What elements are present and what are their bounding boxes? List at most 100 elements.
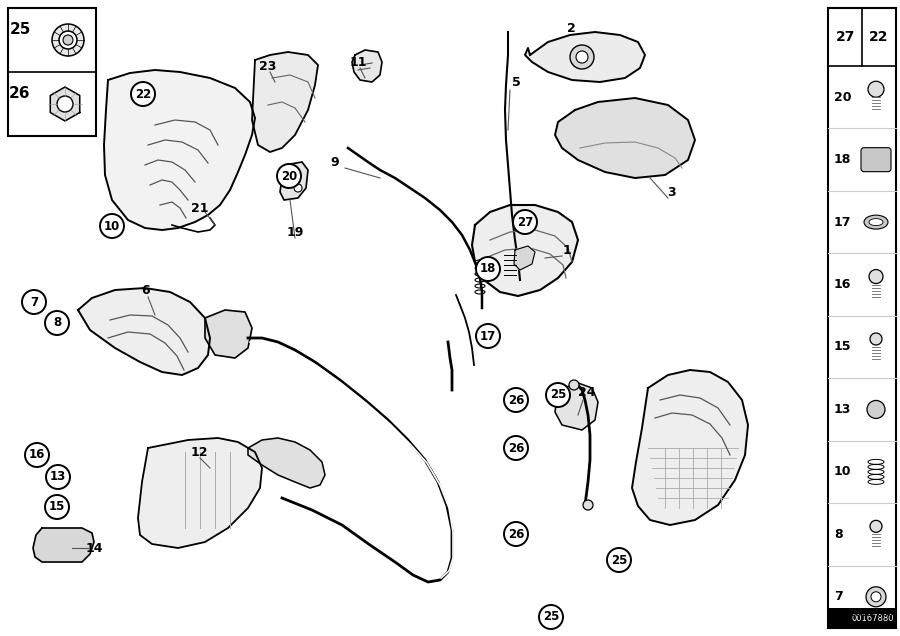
Text: 25: 25 (550, 389, 566, 401)
Circle shape (504, 522, 528, 546)
Text: 3: 3 (668, 186, 676, 198)
Circle shape (100, 214, 124, 238)
Circle shape (45, 495, 69, 519)
Bar (828, 8, 896, 628)
Circle shape (570, 45, 594, 69)
Text: 20: 20 (834, 91, 851, 104)
Polygon shape (280, 162, 308, 200)
Text: 00167880: 00167880 (851, 614, 894, 623)
Text: 25: 25 (543, 611, 559, 623)
Text: 7: 7 (30, 296, 38, 308)
Circle shape (869, 270, 883, 284)
Text: 27: 27 (836, 30, 856, 44)
Text: 1: 1 (562, 244, 572, 256)
Circle shape (22, 290, 46, 314)
Circle shape (57, 96, 73, 112)
Polygon shape (632, 370, 748, 525)
Text: 17: 17 (834, 216, 851, 228)
Text: 8: 8 (834, 528, 842, 541)
Text: 00167880: 00167880 (850, 609, 893, 618)
Text: 18: 18 (834, 153, 851, 166)
Text: 9: 9 (330, 155, 339, 169)
Polygon shape (555, 383, 598, 430)
Circle shape (288, 173, 296, 181)
Polygon shape (205, 310, 252, 358)
Text: 21: 21 (191, 202, 209, 214)
Text: 18: 18 (480, 263, 496, 275)
Circle shape (476, 324, 500, 348)
Text: 25: 25 (9, 22, 31, 38)
Circle shape (131, 82, 155, 106)
Polygon shape (78, 288, 210, 375)
Text: 6: 6 (141, 284, 150, 298)
Text: 17: 17 (480, 329, 496, 343)
Text: 26: 26 (508, 394, 524, 406)
Circle shape (867, 401, 885, 418)
Circle shape (870, 333, 882, 345)
Polygon shape (555, 98, 695, 178)
Text: 19: 19 (286, 226, 303, 238)
Circle shape (476, 257, 500, 281)
Circle shape (59, 31, 77, 49)
Text: 26: 26 (508, 441, 524, 455)
Text: 2: 2 (567, 22, 575, 34)
Circle shape (25, 443, 49, 467)
Text: 15: 15 (49, 501, 65, 513)
Circle shape (63, 35, 73, 45)
Text: 14: 14 (86, 541, 103, 555)
Text: 11: 11 (349, 55, 367, 69)
Ellipse shape (864, 215, 888, 229)
Polygon shape (33, 528, 94, 562)
Text: 25: 25 (611, 553, 627, 567)
Polygon shape (525, 32, 645, 82)
Text: 12: 12 (190, 445, 208, 459)
Text: 13: 13 (50, 471, 66, 483)
Text: 26: 26 (508, 527, 524, 541)
Text: 13: 13 (834, 403, 851, 416)
Bar (8, 8, 96, 136)
Circle shape (504, 388, 528, 412)
Ellipse shape (869, 219, 883, 226)
Polygon shape (248, 438, 325, 488)
Circle shape (52, 24, 84, 56)
Text: 26: 26 (9, 86, 31, 102)
Text: 8: 8 (53, 317, 61, 329)
Circle shape (868, 81, 884, 97)
Circle shape (607, 548, 631, 572)
Polygon shape (514, 246, 535, 270)
Polygon shape (50, 87, 80, 121)
Circle shape (277, 164, 301, 188)
Text: 15: 15 (834, 340, 851, 354)
Circle shape (569, 380, 579, 390)
Circle shape (576, 51, 588, 63)
Polygon shape (252, 52, 318, 152)
Text: 24: 24 (578, 387, 596, 399)
Circle shape (504, 436, 528, 460)
Circle shape (45, 311, 69, 335)
Text: 7: 7 (834, 590, 842, 604)
Circle shape (583, 500, 593, 510)
Polygon shape (352, 50, 382, 82)
Circle shape (546, 383, 570, 407)
Polygon shape (472, 205, 578, 296)
Circle shape (539, 605, 563, 629)
Polygon shape (138, 438, 262, 548)
Bar (828, 608, 896, 628)
Polygon shape (104, 70, 255, 230)
Text: 22: 22 (869, 30, 889, 44)
Text: 20: 20 (281, 170, 297, 183)
Text: 22: 22 (135, 88, 151, 100)
Text: 10: 10 (834, 466, 851, 478)
Text: 16: 16 (834, 278, 851, 291)
Text: 10: 10 (104, 219, 120, 233)
Circle shape (871, 591, 881, 602)
Text: 16: 16 (29, 448, 45, 462)
Text: 27: 27 (517, 216, 533, 228)
FancyBboxPatch shape (861, 148, 891, 172)
Circle shape (870, 520, 882, 532)
Text: 5: 5 (511, 76, 520, 88)
Circle shape (46, 465, 70, 489)
Circle shape (513, 210, 537, 234)
Circle shape (866, 587, 886, 607)
Circle shape (294, 184, 302, 192)
